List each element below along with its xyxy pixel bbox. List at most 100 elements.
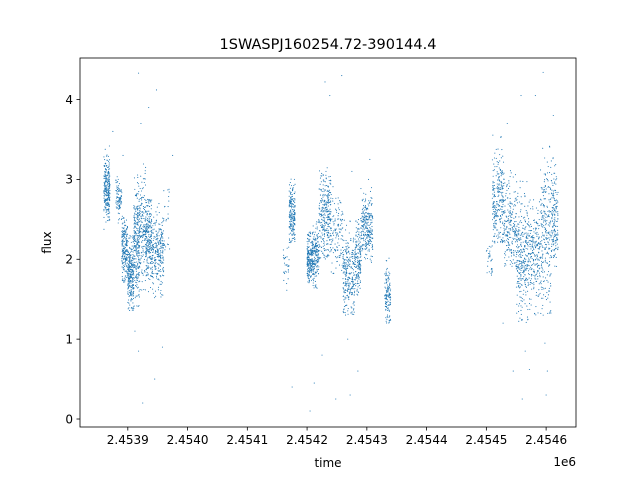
data-point [365,226,367,228]
data-point [136,239,138,241]
data-point [368,217,370,219]
data-point [321,223,323,225]
data-point [524,205,526,207]
data-point [342,283,344,285]
data-point [353,313,355,315]
data-point [532,247,535,249]
data-point [293,234,295,236]
data-point [138,227,140,229]
data-point [501,182,503,184]
data-point [144,178,146,180]
data-point [499,168,501,170]
data-point [288,195,290,197]
data-point [371,232,373,234]
data-point [535,240,537,242]
data-point [103,201,105,204]
data-point [334,230,336,232]
data-point [387,296,390,298]
data-point [526,211,528,213]
data-point [288,199,291,201]
data-point [121,243,123,245]
data-point [134,279,136,282]
data-point [147,240,149,243]
data-point [146,248,148,250]
data-point [326,210,328,212]
data-point [354,263,356,265]
data-point [521,297,523,300]
data-point [507,218,509,220]
data-point [108,203,110,205]
data-point [526,234,528,236]
data-point [515,268,517,270]
data-point [314,231,316,233]
data-point [128,278,130,280]
data-point [514,230,516,232]
data-point [504,235,506,237]
data-point [137,250,139,252]
data-point [501,242,503,244]
data-point [332,231,334,233]
data-point [504,225,506,227]
data-point [555,245,557,247]
data-point [502,200,504,202]
data-point [341,246,344,249]
data-point [502,161,505,163]
data-point [149,216,151,218]
data-point [325,255,327,258]
data-point [555,239,557,241]
data-point [531,236,533,238]
data-point [325,202,327,204]
data-point [137,222,139,224]
data-point [120,190,122,192]
data-point [516,264,518,266]
data-point [515,286,517,288]
data-point [325,170,327,172]
data-point [135,286,137,288]
data-point [336,211,338,213]
data-point [105,206,107,208]
data-point [157,250,159,252]
data-point [502,199,504,202]
data-point [327,253,329,255]
data-point [158,240,160,242]
data-point [519,221,521,223]
data-point [317,273,320,275]
data-point [495,219,497,221]
data-point [492,170,494,172]
data-point [544,296,546,298]
data-point [536,254,538,256]
data-point [499,189,501,191]
data-point [537,264,539,266]
data-point [289,197,292,199]
data-point [125,233,127,235]
data-point [134,234,136,237]
data-point [106,208,109,211]
data-point [348,260,350,262]
data-point [357,259,359,261]
data-point [324,185,326,187]
data-point [161,236,163,238]
data-point [134,264,136,266]
data-point [159,260,161,262]
data-point [154,290,157,292]
data-point [512,176,514,178]
data-point [508,242,510,244]
data-point [142,178,144,180]
data-point [321,172,323,175]
data-point [139,262,141,265]
data-point [506,260,508,262]
data-point [149,242,151,244]
data-point [108,197,110,199]
data-point [139,194,142,196]
data-point [540,210,542,212]
data-point [156,234,158,236]
data-point [312,240,314,242]
data-point [536,263,538,265]
data-point [555,225,557,227]
data-point [543,219,545,222]
data-point [293,178,295,180]
data-point [108,185,110,187]
data-point [550,231,552,233]
data-point [324,214,326,216]
data-point [510,255,512,257]
